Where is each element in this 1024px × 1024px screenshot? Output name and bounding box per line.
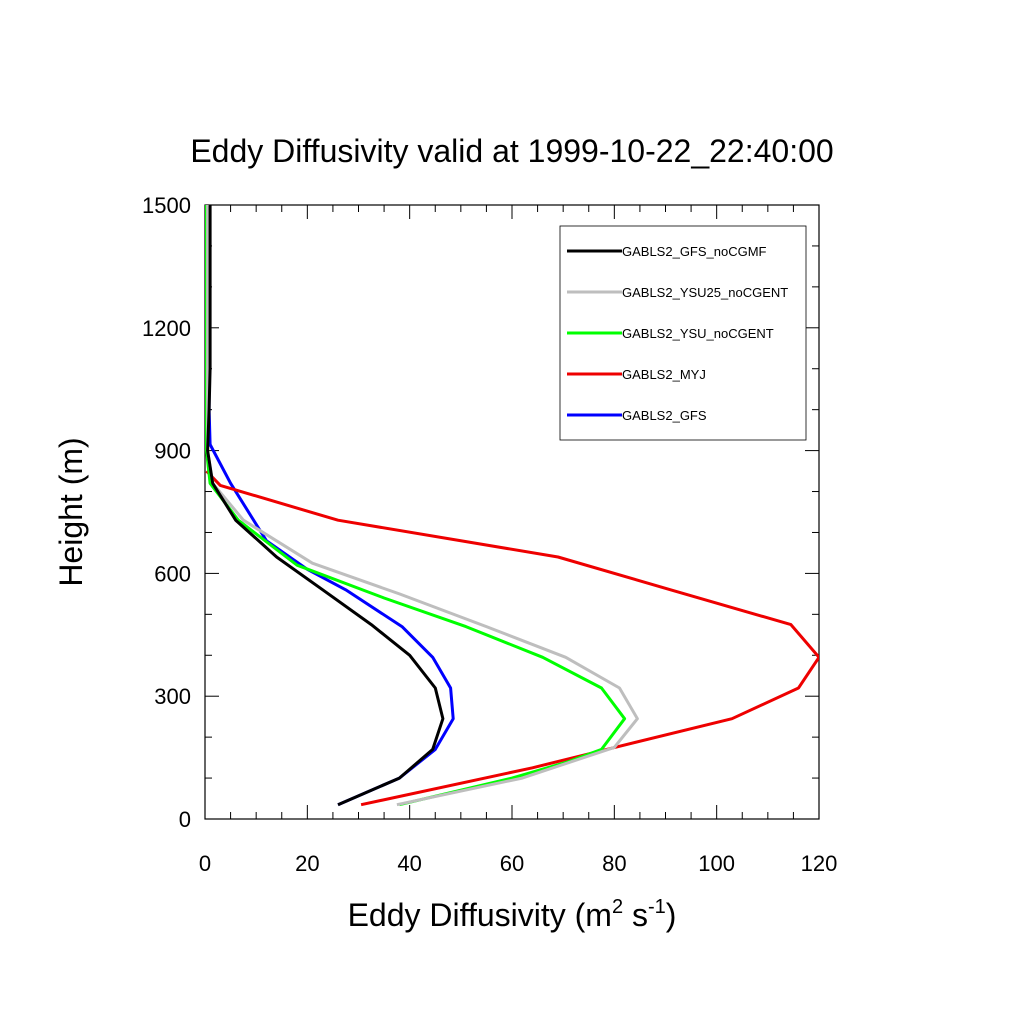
y-tick-label: 1200 [142, 316, 191, 341]
y-tick-label: 300 [154, 684, 191, 709]
x-tick-label: 40 [397, 851, 421, 876]
y-tick-label: 0 [179, 807, 191, 832]
legend-label: GABLS2_GFS_noCGMF [622, 244, 767, 259]
legend-label: GABLS2_GFS [622, 408, 707, 423]
x-axis-label-end: ) [666, 897, 677, 933]
y-axis-label: Height (m) [53, 437, 89, 586]
x-axis-label: Eddy Diffusivity (m2 s-1) [348, 896, 677, 933]
x-tick-label: 80 [602, 851, 626, 876]
series-line [206, 205, 639, 807]
y-tick-label: 900 [154, 439, 191, 464]
series-line [207, 205, 455, 807]
x-axis-label-mid: s [623, 897, 648, 933]
series-line [206, 205, 445, 807]
series-lines [205, 205, 819, 807]
x-axis-label-base: Eddy Diffusivity (m [348, 897, 612, 933]
x-axis-label-sup1: 2 [612, 896, 623, 918]
y-tick-label: 1500 [142, 193, 191, 218]
y-tick-label: 600 [154, 561, 191, 586]
x-tick-label: 120 [801, 851, 838, 876]
x-axis-label-sup2: -1 [648, 896, 666, 918]
chart-title: Eddy Diffusivity valid at 1999-10-22_22:… [190, 133, 833, 169]
x-tick-label: 0 [199, 851, 211, 876]
x-tick-label: 60 [500, 851, 524, 876]
x-tick-label: 100 [698, 851, 735, 876]
legend-label: GABLS2_YSU_noCGENT [622, 326, 774, 341]
legend-label: GABLS2_MYJ [622, 367, 706, 382]
x-tick-label: 20 [295, 851, 319, 876]
legend-label: GABLS2_YSU25_noCGENT [622, 285, 788, 300]
legend: GABLS2_GFS_noCGMF GABLS2_YSU25_noCGENT GAB… [559, 225, 807, 441]
